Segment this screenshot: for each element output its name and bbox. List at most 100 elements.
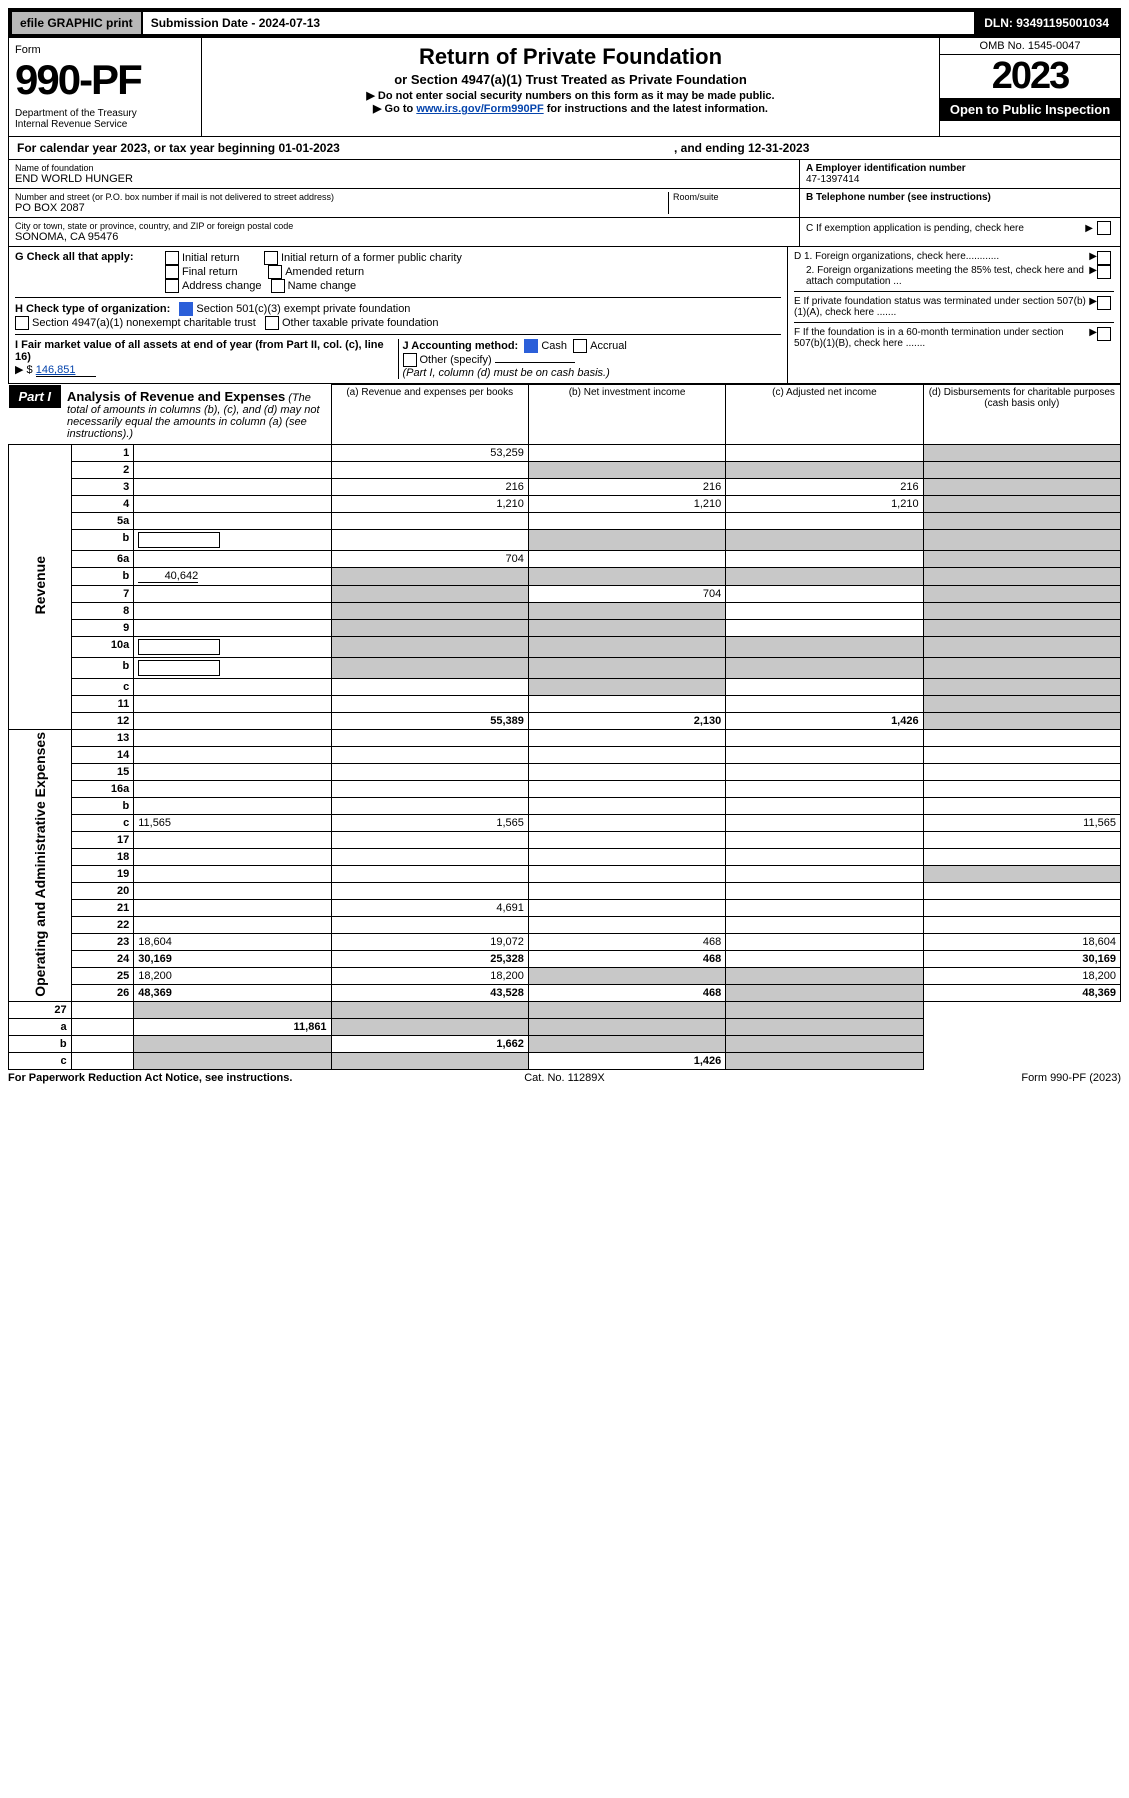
col-c-value: [726, 461, 923, 478]
part1-label: Part I: [9, 385, 62, 408]
form-title: Return of Private Foundation: [208, 44, 933, 70]
col-a-header: (a) Revenue and expenses per books: [331, 385, 528, 445]
col-a-value: [331, 797, 528, 814]
col-a-value: 216: [331, 478, 528, 495]
line-desc: 11,565: [134, 814, 331, 831]
col-d-value: [923, 678, 1120, 695]
form-link[interactable]: www.irs.gov/Form990PF: [416, 103, 543, 115]
cb-d1[interactable]: [1097, 251, 1111, 265]
cb-other-method[interactable]: [403, 353, 417, 367]
col-a-value: 1,565: [331, 814, 528, 831]
col-d-value: [923, 444, 1120, 461]
line-number: 6a: [71, 550, 134, 567]
cb-address-change[interactable]: [165, 279, 179, 293]
line-number: 1: [71, 444, 134, 461]
line-number: b: [71, 567, 134, 585]
col-d-value: [923, 657, 1120, 678]
line-number: b: [71, 797, 134, 814]
opt-other-method: Other (specify): [420, 354, 492, 366]
col-b-value: 468: [528, 951, 725, 968]
col-d-value: 48,369: [923, 985, 1120, 1002]
footer-right: Form 990-PF (2023): [750, 1072, 1121, 1084]
c-checkbox[interactable]: [1097, 221, 1111, 235]
col-b-value: [528, 619, 725, 636]
arrow-icon: ▶: [1089, 296, 1097, 318]
cb-accrual[interactable]: [573, 339, 587, 353]
cb-d2[interactable]: [1097, 265, 1111, 279]
col-c-value: [726, 746, 923, 763]
col-d-value: [923, 797, 1120, 814]
col-d-value: [923, 899, 1120, 916]
cb-4947[interactable]: [15, 316, 29, 330]
col-a-value: [331, 512, 528, 529]
id-right: A Employer identification number 47-1397…: [799, 160, 1120, 246]
col-b-value: 468: [528, 934, 725, 951]
col-b-header: (b) Net investment income: [528, 385, 725, 445]
cb-initial-former[interactable]: [264, 251, 278, 265]
cb-cash[interactable]: [524, 339, 538, 353]
col-a-value: [331, 567, 528, 585]
col-a-value: 4,691: [331, 899, 528, 916]
col-b-value: [528, 602, 725, 619]
col-b-value: [331, 1053, 528, 1070]
line-desc: [134, 512, 331, 529]
line-number: 15: [71, 763, 134, 780]
col-d-value: [923, 567, 1120, 585]
part1-table: Part I Analysis of Revenue and Expenses …: [8, 384, 1121, 1070]
line-desc: [134, 478, 331, 495]
line-desc: [134, 917, 331, 934]
cb-501c3[interactable]: [179, 302, 193, 316]
col-a-value: 55,389: [331, 712, 528, 729]
line-number: a: [9, 1019, 72, 1036]
tel-label: B Telephone number (see instructions): [806, 192, 991, 203]
cb-name-change[interactable]: [271, 279, 285, 293]
col-c-value: [726, 657, 923, 678]
cb-f[interactable]: [1097, 327, 1111, 341]
col-b-value: [528, 695, 725, 712]
cb-e[interactable]: [1097, 296, 1111, 310]
part1-title-text: Analysis of Revenue and Expenses: [67, 389, 285, 404]
cal-year-end: , and ending 12-31-2023: [674, 141, 1112, 155]
line-desc: [134, 695, 331, 712]
col-b-value: [528, 567, 725, 585]
col-b-value: [528, 882, 725, 899]
col-a-value: [331, 780, 528, 797]
line-desc: [71, 1019, 134, 1036]
col-b-value: [528, 831, 725, 848]
col-b-value: 468: [528, 985, 725, 1002]
col-d-value: [923, 529, 1120, 550]
name-label: Name of foundation: [15, 163, 793, 173]
header-right: OMB No. 1545-0047 2023 Open to Public In…: [939, 38, 1120, 136]
col-d-header: (d) Disbursements for charitable purpose…: [923, 385, 1120, 445]
arrow-icon: ▶: [1089, 251, 1097, 265]
line-desc: [134, 712, 331, 729]
line-number: 12: [71, 712, 134, 729]
col-c-value: [726, 848, 923, 865]
col-b-value: 216: [528, 478, 725, 495]
line-number: 4: [71, 495, 134, 512]
line-number: 3: [71, 478, 134, 495]
arrow-icon: ▶: [1081, 223, 1097, 234]
cb-final-return[interactable]: [165, 265, 179, 279]
col-b-value: [528, 444, 725, 461]
cb-initial-return[interactable]: [165, 251, 179, 265]
col-d-value: [726, 1036, 923, 1053]
line-number: 14: [71, 746, 134, 763]
cb-amended[interactable]: [268, 265, 282, 279]
line-number: 9: [71, 619, 134, 636]
open-public: Open to Public Inspection: [940, 98, 1120, 121]
col-c-value: [726, 797, 923, 814]
section-side-label: Operating and Administrative Expenses: [9, 729, 72, 1002]
line-number: 24: [71, 951, 134, 968]
col-b-value: [528, 550, 725, 567]
i-value[interactable]: 146,851: [36, 364, 96, 377]
check-right: D 1. Foreign organizations, check here..…: [788, 247, 1120, 383]
cb-other-taxable[interactable]: [265, 316, 279, 330]
col-b-value: [528, 512, 725, 529]
j-note: (Part I, column (d) must be on cash basi…: [403, 367, 610, 379]
col-d-value: [923, 882, 1120, 899]
opt-initial-former: Initial return of a former public charit…: [281, 252, 462, 264]
line-number: b: [71, 657, 134, 678]
col-c-value: [528, 1036, 725, 1053]
col-d-value: [923, 729, 1120, 746]
